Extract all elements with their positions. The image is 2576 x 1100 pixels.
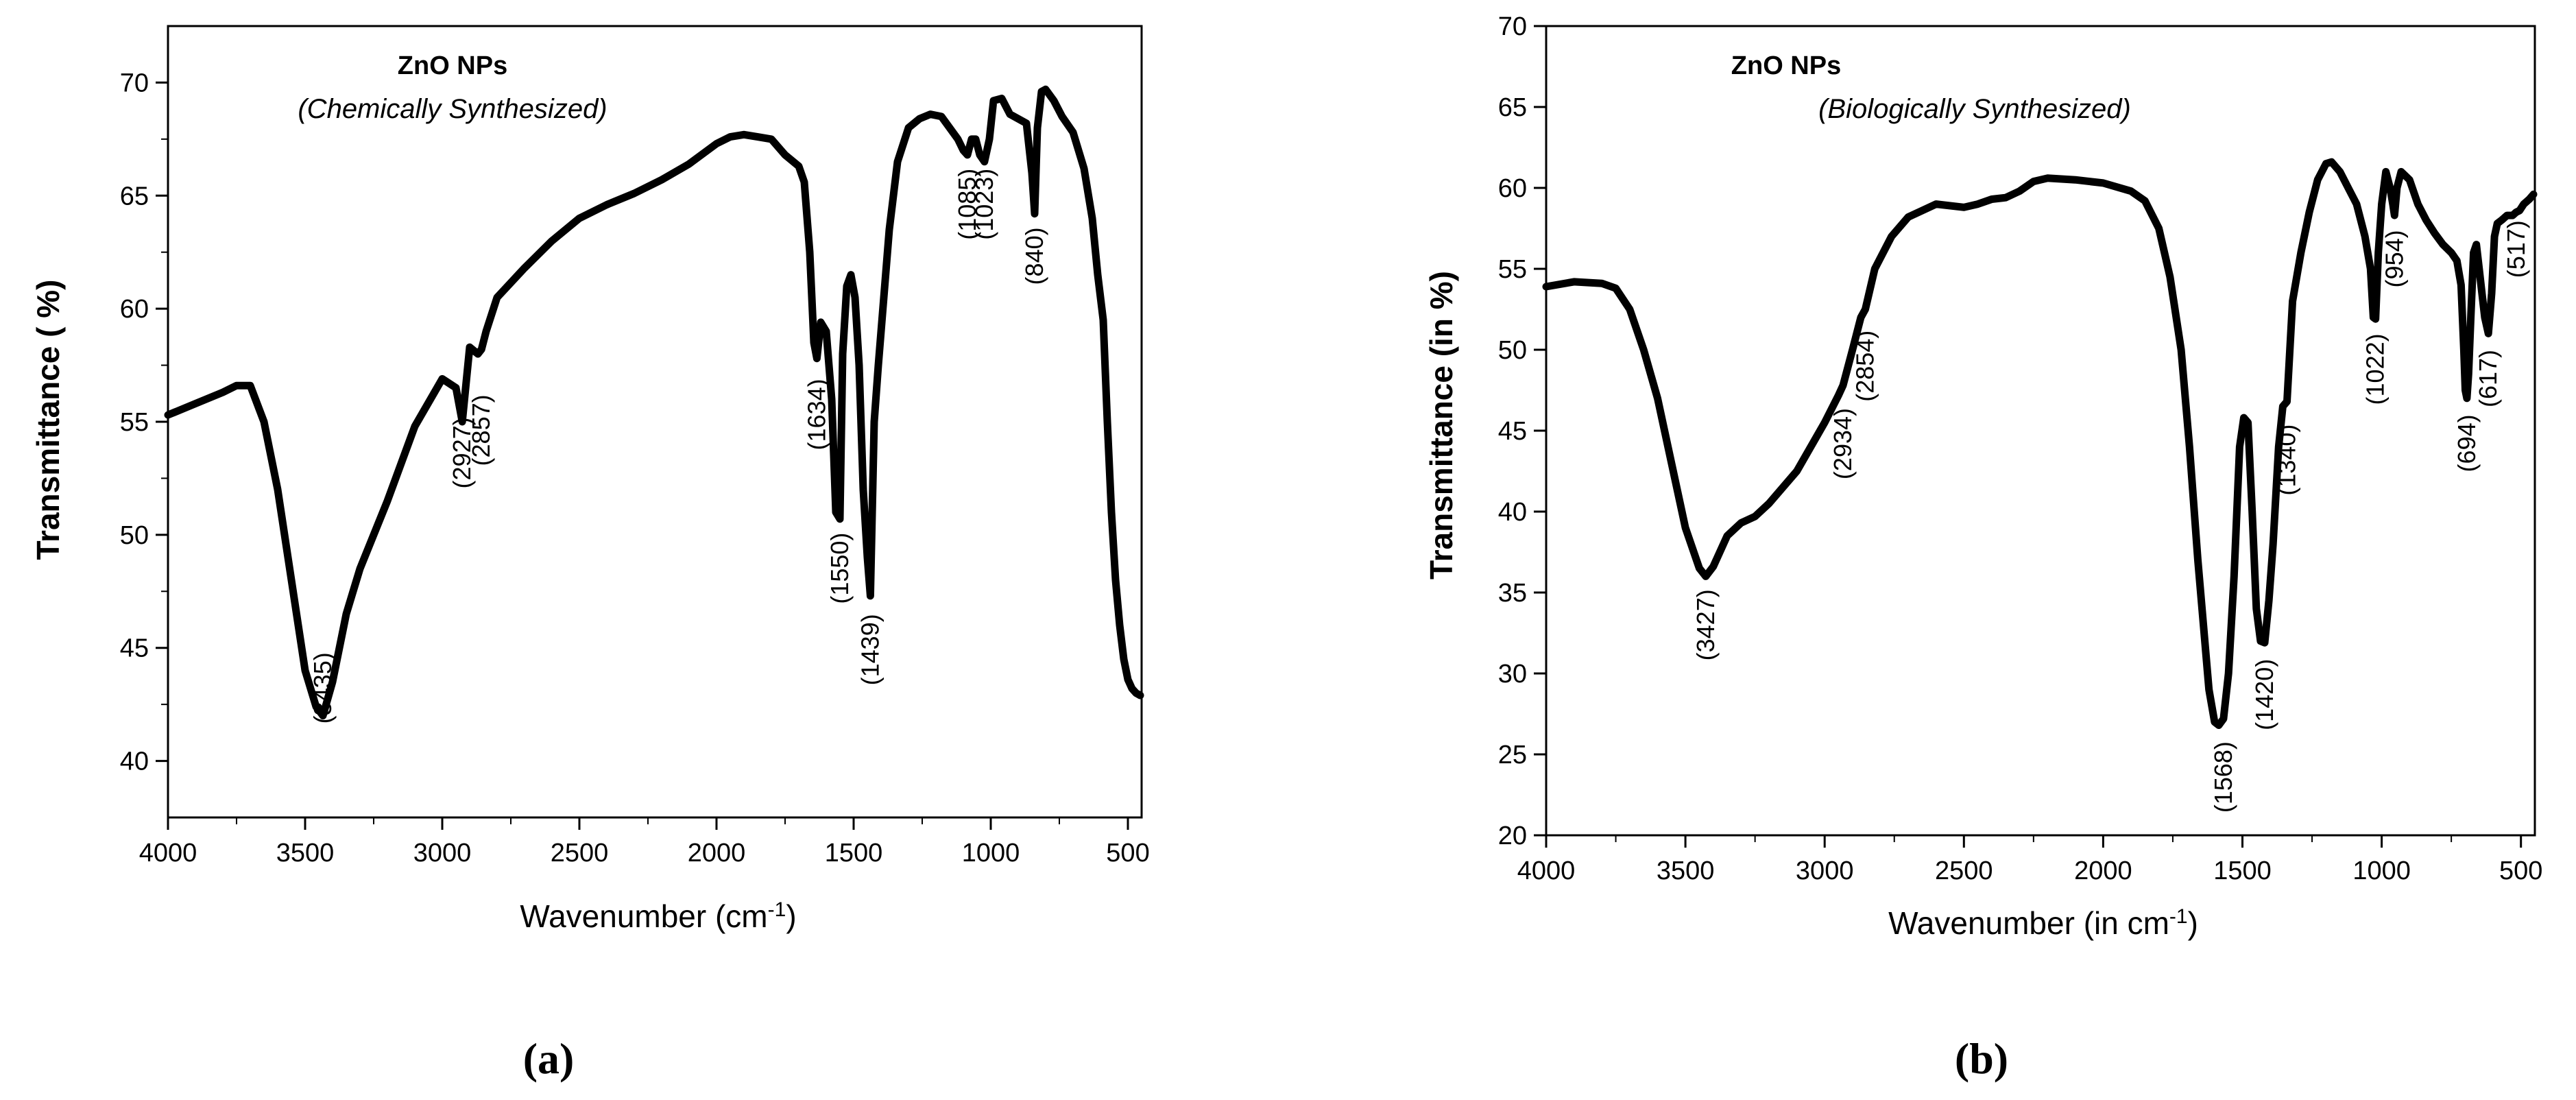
peak-label: (840): [1020, 227, 1048, 285]
y-tick-label: 25: [1498, 741, 1527, 769]
y-tick-label: 50: [120, 521, 149, 550]
peak-label: (1023): [970, 169, 998, 240]
panel-a-subtitle: (Chemically Synthesized): [298, 94, 607, 124]
y-tick-label: 55: [120, 408, 149, 437]
panel-b-peak-annotations: (3427) (2934) (2854) (1568) (1420) (1340) (102…: [1692, 220, 2530, 813]
y-tick-label: 50: [1498, 336, 1527, 365]
x-tick-label: 4000: [1517, 857, 1576, 885]
x-tick-label: 3500: [276, 839, 335, 868]
y-tick-label: 45: [1498, 417, 1527, 446]
peak-label: (2934): [1829, 408, 1857, 479]
panel-a-chart: 4000 3500 3000 2500 2000 1500 1000 500 40 45 50 55 6…: [30, 25, 1150, 1083]
peak-label: (3435): [309, 652, 337, 724]
peak-label: (1340): [2273, 425, 2301, 496]
x-tick-label: 4000: [139, 839, 197, 868]
peak-label: (2854): [1851, 331, 1879, 402]
peak-label: (694): [2453, 414, 2481, 472]
peak-label: (517): [2502, 220, 2530, 278]
x-tick-label: 500: [2499, 857, 2542, 885]
y-tick-label: 35: [1498, 579, 1527, 608]
y-tick-label: 30: [1498, 660, 1527, 689]
panel-a-title: ZnO NPs: [398, 51, 507, 80]
x-tick-label: 2500: [1935, 857, 1993, 885]
peak-label: (1420): [2250, 659, 2278, 730]
panel-b-plot-frame: [1545, 25, 2536, 837]
panel-a-label: (a): [523, 1034, 575, 1083]
panel-b-spectrum-line: [1542, 158, 2538, 729]
panel-a-plot-frame: [167, 25, 1143, 819]
panel-b-y-axis-title: Transmittance (in %): [1423, 271, 1459, 579]
x-tick-label: 1000: [2352, 857, 2411, 885]
panel-b-chart: 4000 3500 3000 2500 2000 1500 1000 500 20 25 30 35 4…: [1423, 12, 2542, 1083]
y-tick-label: 20: [1498, 822, 1527, 850]
y-tick-label: 40: [120, 748, 149, 776]
y-tick-label: 60: [1498, 174, 1527, 203]
peak-label: (1439): [856, 614, 884, 685]
peak-label: (1022): [2361, 333, 2390, 405]
peak-label: (1085): [953, 169, 981, 240]
y-tick-label: 70: [1498, 12, 1527, 41]
y-tick-label: 65: [1498, 93, 1527, 122]
x-tick-label: 2500: [551, 839, 609, 868]
y-tick-label: 60: [120, 295, 149, 324]
panel-a-spectrum-line: [164, 85, 1144, 720]
x-tick-label: 3000: [1796, 857, 1854, 885]
y-tick-label: 55: [1498, 255, 1527, 284]
peak-label: (3427): [1692, 589, 1720, 660]
panel-a-peak-annotations: (3435) (2927)(2857) (1634) (1550)(1439) (108…: [309, 169, 1048, 724]
panel-b-title: ZnO NPs: [1731, 51, 1841, 80]
panel-b-label: (b): [1955, 1034, 2008, 1083]
peak-label: (1550): [826, 533, 854, 604]
panel-b-ticks: 4000 3500 3000 2500 2000 1500 1000 500 20 25 30 35 4…: [1498, 12, 2543, 885]
peak-label: (2857): [467, 394, 495, 466]
y-tick-label: 45: [120, 634, 149, 663]
x-tick-label: 1500: [825, 839, 883, 868]
y-tick-label: 65: [120, 182, 149, 211]
peak-label: (1568): [2209, 741, 2237, 813]
x-tick-label: 3000: [413, 839, 472, 868]
peak-label: (617): [2474, 350, 2502, 407]
x-tick-label: 500: [1106, 839, 1149, 868]
panel-a-x-axis-title: Wavenumber (cm-1): [520, 898, 796, 935]
panel-a-y-axis-title: Transmittance ( %): [30, 280, 66, 560]
x-tick-label: 3500: [1657, 857, 1715, 885]
x-tick-label: 2000: [2074, 857, 2132, 885]
x-tick-label: 1500: [2213, 857, 2272, 885]
panel-b-subtitle: (Biologically Synthesized): [1818, 94, 2131, 124]
x-tick-label: 1000: [962, 839, 1020, 868]
y-tick-label: 70: [120, 69, 149, 97]
peak-label: (2927): [448, 417, 476, 488]
panel-a-ticks: 4000 3500 3000 2500 2000 1500 1000 500 40 45 50 55 6…: [120, 69, 1150, 868]
peak-label: (1634): [802, 379, 830, 450]
x-tick-label: 2000: [688, 839, 746, 868]
peak-label: (954): [2380, 230, 2408, 287]
y-tick-label: 40: [1498, 498, 1527, 527]
panel-b-x-axis-title: Wavenumber (in cm-1): [1888, 905, 2198, 942]
